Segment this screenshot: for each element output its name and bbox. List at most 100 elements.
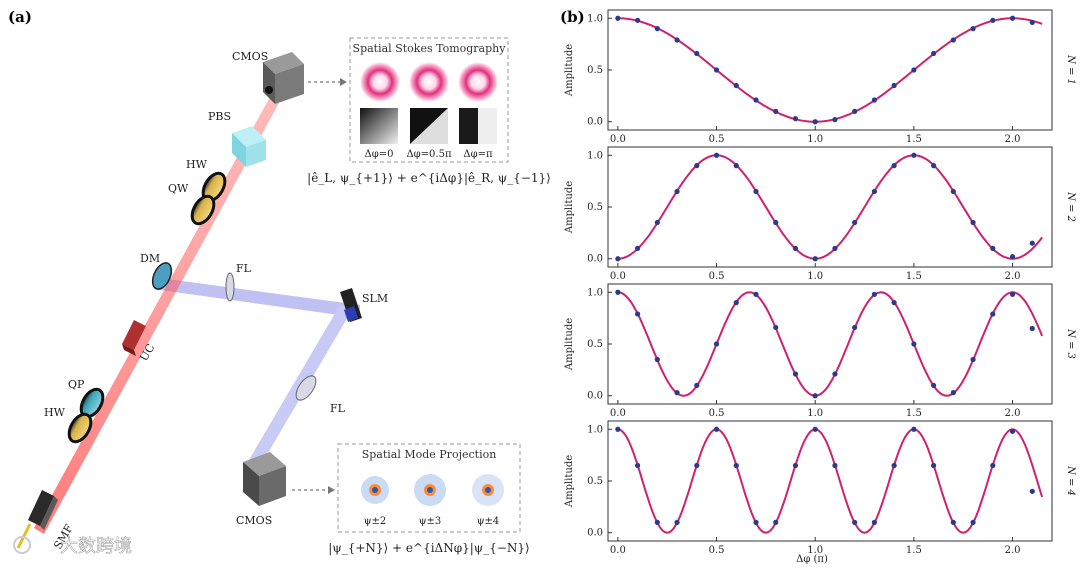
pbs-label: PBS [208, 110, 231, 123]
x-tick-label: 2.0 [1005, 545, 1021, 556]
data-point [733, 82, 739, 89]
data-point [911, 67, 917, 73]
arrow-head-icon [340, 78, 347, 86]
cmos-top-label: CMOS [232, 50, 268, 63]
chart-n4: 0.0 0.5 1.0 0.0 0.5 1.0 1.5 2.0 Amplitude N = 4 [564, 420, 1076, 556]
amplitude-charts: (b) Δφ (π) 0.0 0.5 1.0 0.0 0.5 1.0 1.5 2.0 Ampli… [560, 8, 1076, 565]
projection-equation: |ψ_{+N}⟩ + e^{iΔNφ}|ψ_{−N}⟩ [328, 541, 529, 555]
phase-label-1: Δφ=0.5π [406, 149, 452, 160]
data-point [931, 462, 937, 469]
data-point [812, 119, 818, 125]
data-point [713, 341, 720, 347]
data-point [871, 97, 877, 103]
data-point [1009, 291, 1016, 297]
data-point [792, 371, 799, 377]
x-tick-label: 1.5 [906, 545, 922, 556]
data-point [792, 245, 799, 251]
data-point [871, 188, 877, 195]
y-tick-label: 0.0 [587, 117, 603, 128]
data-point [713, 152, 720, 158]
y-tick-label: 1.0 [587, 13, 603, 24]
x-tick-label: 0.5 [709, 134, 725, 145]
x-tick-label: 0.0 [610, 271, 626, 282]
x-tick-label: 0.5 [709, 271, 725, 282]
fl-top-label: FL [236, 262, 252, 275]
mode-label-0: ψ±2 [364, 516, 387, 527]
phase-images [360, 108, 497, 144]
data-point [773, 519, 779, 525]
y-tick-label: 1.0 [587, 150, 603, 161]
data-point [950, 188, 956, 195]
plot-frame [607, 283, 1053, 405]
hw-bottom-label: HW [44, 406, 66, 419]
data-point [674, 519, 680, 525]
fit-curve [617, 154, 1043, 260]
y-tick-label: 1.0 [587, 287, 603, 298]
dm-label: DM [140, 252, 160, 265]
fit-curve [617, 17, 1043, 123]
dichroic-mirror [151, 262, 173, 290]
data-point [990, 311, 996, 317]
data-point [753, 519, 759, 525]
mode-projection-images [361, 474, 504, 506]
x-tick-label: 1.5 [906, 271, 922, 282]
upconversion-crystal [122, 320, 146, 356]
fit-curve [617, 291, 1044, 397]
red-beam [34, 86, 285, 534]
data-point [694, 462, 700, 469]
data-point [773, 108, 779, 114]
data-point [753, 188, 759, 195]
data-point [792, 116, 799, 122]
setup-diagram: (a) CMOS PBS HW QW DM FL SLM [8, 8, 551, 557]
side-label: N = 4 [1065, 465, 1076, 496]
data-point [733, 462, 739, 469]
x-tick-label: 0.5 [709, 408, 725, 419]
x-tick-label: 2.0 [1005, 408, 1021, 419]
x-tick-label: 1.0 [807, 134, 823, 145]
data-point [1009, 254, 1016, 260]
x-tick-label: 1.0 [807, 545, 823, 556]
data-point [950, 390, 956, 396]
side-label: N = 3 [1065, 328, 1076, 359]
data-point [753, 291, 759, 297]
y-tick-label: 0.5 [587, 202, 603, 213]
chart-n2: 0.0 0.5 1.0 0.0 0.5 1.0 1.5 2.0 Amplitude N = 2 [564, 146, 1076, 282]
plot-frame [607, 9, 1053, 131]
mode-label-1: ψ±3 [419, 516, 442, 527]
data-point [891, 462, 897, 469]
data-point [911, 152, 917, 158]
hw-top-label: HW [186, 158, 208, 171]
x-axis-label: Δφ (π) [796, 554, 828, 564]
projection-title: Spatial Mode Projection [362, 448, 497, 461]
x-tick-label: 1.5 [906, 134, 922, 145]
data-point [931, 163, 937, 169]
data-point [832, 245, 838, 251]
plot-frame [607, 146, 1053, 268]
data-point [654, 26, 660, 32]
x-tick-label: 2.0 [1005, 134, 1021, 145]
data-point [615, 426, 621, 432]
y-axis-label: Amplitude [564, 181, 575, 234]
phase-label-0: Δφ=0 [365, 149, 394, 160]
y-tick-label: 0.0 [587, 528, 603, 539]
y-tick-label: 0.5 [587, 476, 603, 487]
data-point [832, 371, 838, 377]
data-point [950, 37, 956, 43]
focusing-lens-bottom [295, 375, 317, 401]
data-point [970, 26, 976, 32]
arrow-head-icon [328, 486, 335, 494]
chart-n3: 0.0 0.5 1.0 0.0 0.5 1.0 1.5 2.0 Amplitude N = 3 [564, 283, 1076, 419]
data-point [773, 219, 779, 226]
y-tick-label: 1.0 [587, 424, 603, 435]
data-point [733, 163, 739, 169]
data-point [950, 519, 956, 525]
watermark-logo-icon [13, 536, 31, 554]
data-point [812, 393, 818, 399]
fl-bottom-label: FL [330, 402, 346, 415]
data-point [1029, 19, 1035, 26]
side-label: N = 1 [1065, 54, 1076, 85]
panel-label-b: (b) [560, 8, 585, 26]
data-point [674, 37, 680, 43]
y-tick-label: 0.0 [587, 254, 603, 265]
quarter-wave-plate [190, 194, 216, 226]
